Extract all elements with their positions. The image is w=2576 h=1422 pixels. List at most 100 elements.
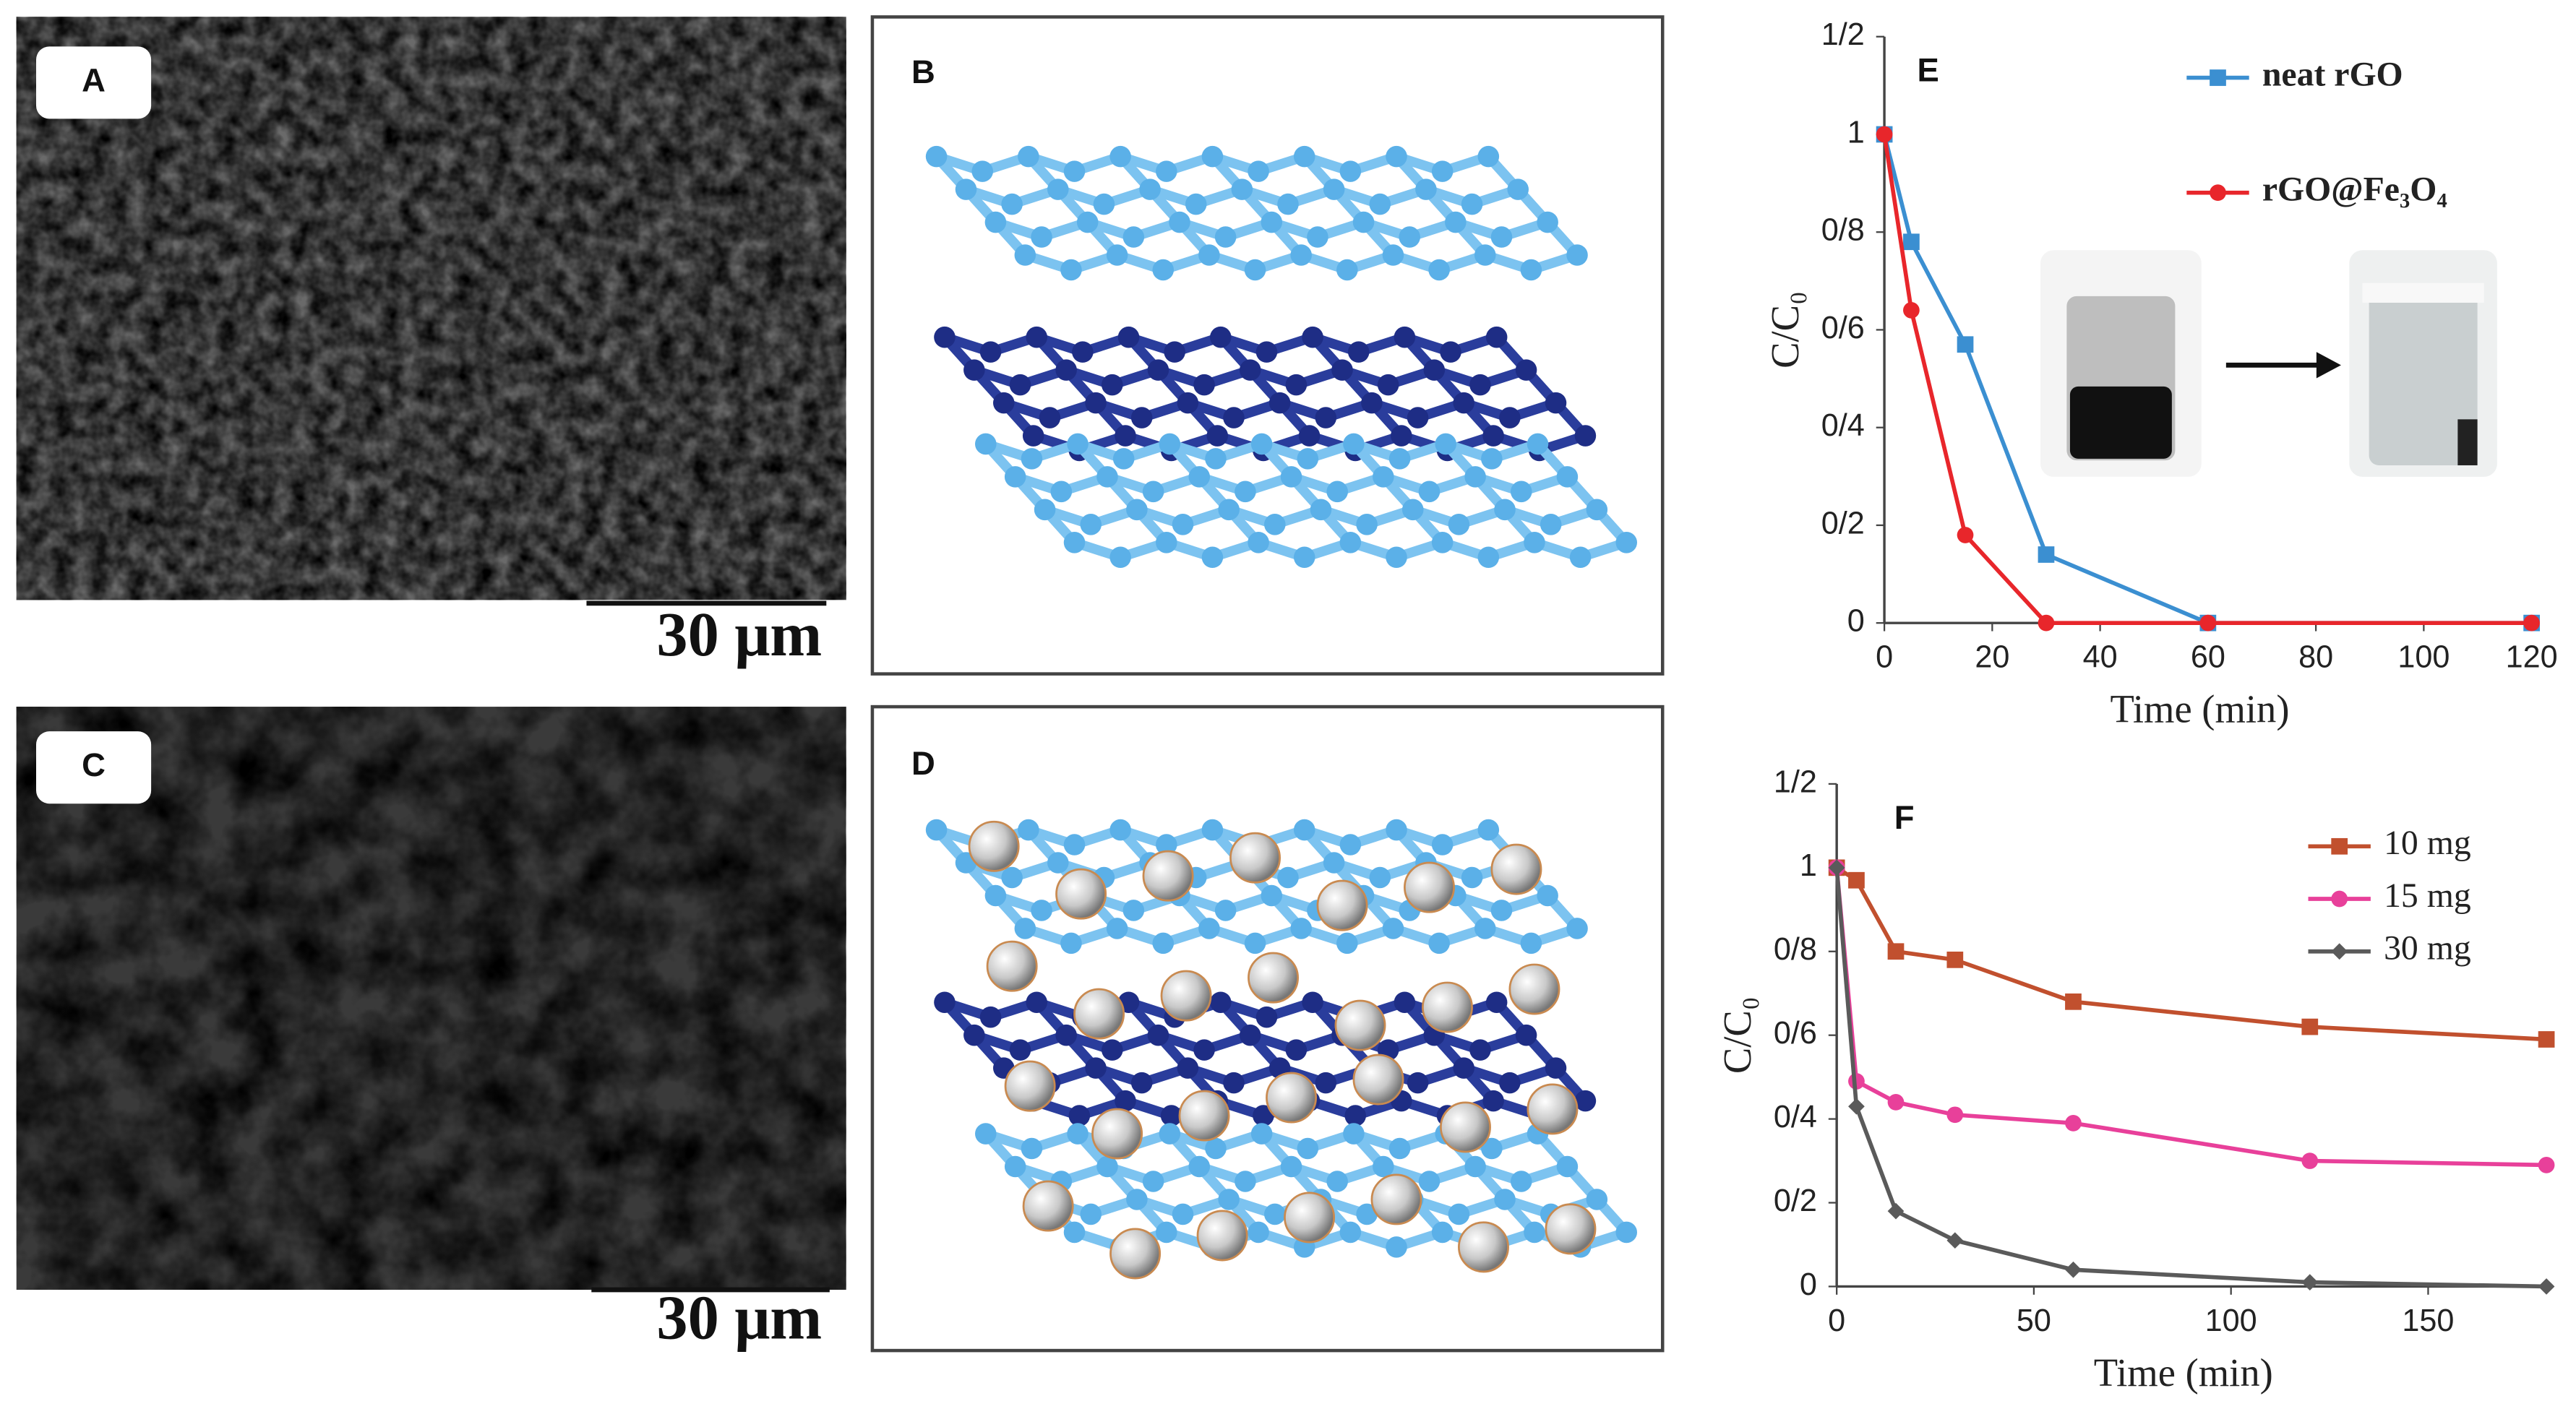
atom [1239, 1024, 1261, 1046]
x-tick-label: 120 [2506, 640, 2558, 675]
nanoparticle [1196, 1210, 1248, 1262]
atom [1382, 244, 1404, 266]
atom [1130, 1072, 1153, 1094]
atom [1566, 244, 1588, 266]
atom [1290, 918, 1312, 939]
atom [1250, 1123, 1273, 1145]
atom [1130, 407, 1153, 428]
atom [925, 819, 948, 841]
atom [1115, 1090, 1136, 1112]
atom [1060, 932, 1082, 955]
atom [1293, 819, 1315, 841]
atom [1336, 932, 1358, 955]
marker [2538, 1031, 2555, 1048]
atom [963, 1024, 985, 1046]
y-tick-label: 0 [1800, 1267, 1817, 1302]
atom [1435, 433, 1456, 455]
y-axis-label: C/C₀ [1715, 996, 1759, 1074]
x-tick-label: 0 [1828, 1304, 1845, 1338]
atom [979, 1006, 1002, 1028]
atom [925, 145, 948, 168]
atom [1418, 1171, 1441, 1192]
atom [1156, 1221, 1177, 1244]
panel-label: F [1894, 799, 1915, 836]
y-tick-label: 0/8 [1821, 213, 1865, 248]
nanoparticle [1458, 1221, 1509, 1273]
atom [1386, 819, 1407, 841]
atom [1474, 244, 1496, 266]
nanoparticle [1527, 1083, 1579, 1135]
atom [1428, 259, 1450, 281]
scale-label: 30 μm [656, 1283, 822, 1353]
atom [1244, 259, 1266, 281]
nanoparticle [968, 820, 1020, 872]
atom [1377, 374, 1399, 396]
atom [1477, 546, 1500, 569]
atom [1126, 1189, 1148, 1210]
atom [1253, 1105, 1274, 1126]
atom [963, 359, 985, 381]
marker [2301, 1274, 2319, 1291]
x-tick-label: 0 [1876, 640, 1893, 675]
atom [1386, 546, 1407, 569]
marker [2038, 546, 2055, 563]
inset-photos [2040, 250, 2497, 477]
atom [1244, 932, 1266, 955]
marker [2301, 1152, 2319, 1169]
nanoparticle [986, 940, 1038, 992]
atom [1331, 359, 1353, 381]
y-tick-label: 0/6 [1774, 1016, 1817, 1051]
atom [1373, 466, 1394, 488]
atom [1448, 514, 1470, 535]
marker [1946, 951, 1964, 968]
magnet [2457, 419, 2478, 465]
nanoparticle [1266, 1072, 1318, 1124]
nanoparticle [1160, 970, 1212, 1022]
atom [1545, 392, 1567, 414]
atom [1527, 433, 1549, 455]
atom [1386, 1236, 1407, 1258]
atom [1302, 991, 1323, 1013]
atom [1063, 532, 1086, 553]
atom [1231, 178, 1253, 200]
atom [1001, 866, 1023, 889]
scale-bg [583, 600, 846, 674]
marker [1887, 1094, 1905, 1111]
atom [1193, 1039, 1215, 1061]
sem-texture [16, 707, 846, 1290]
atom [1177, 392, 1199, 414]
atom [1022, 425, 1044, 447]
atom [1142, 1171, 1164, 1192]
atom [984, 884, 1007, 907]
atom [1050, 481, 1073, 503]
atom [1068, 1105, 1091, 1126]
black-liquid [2069, 386, 2172, 459]
atom [1431, 160, 1454, 182]
atom [1063, 834, 1086, 856]
atom [1428, 932, 1450, 955]
x-axis-label: Time (min) [2110, 687, 2289, 731]
atom [1464, 1155, 1486, 1178]
atom [1448, 1203, 1470, 1225]
atom [1034, 499, 1056, 521]
atom [1235, 1171, 1256, 1192]
y-tick-label: 1 [1800, 848, 1817, 883]
atom [1343, 1123, 1365, 1145]
atom [1343, 433, 1365, 455]
atom [1298, 425, 1321, 447]
atom [1106, 244, 1128, 266]
atom [975, 433, 997, 455]
legend-marker [2331, 890, 2348, 908]
legend-label: neat rGO [2262, 56, 2403, 94]
atom [1336, 259, 1358, 281]
atom [1407, 407, 1429, 428]
atom [1494, 1189, 1516, 1210]
scale-bg [583, 1289, 846, 1364]
atom [1445, 211, 1467, 233]
marker [2301, 1018, 2319, 1035]
atom [1164, 341, 1185, 363]
atom [1574, 1090, 1597, 1112]
atom [1326, 481, 1348, 503]
atom [1474, 918, 1496, 939]
